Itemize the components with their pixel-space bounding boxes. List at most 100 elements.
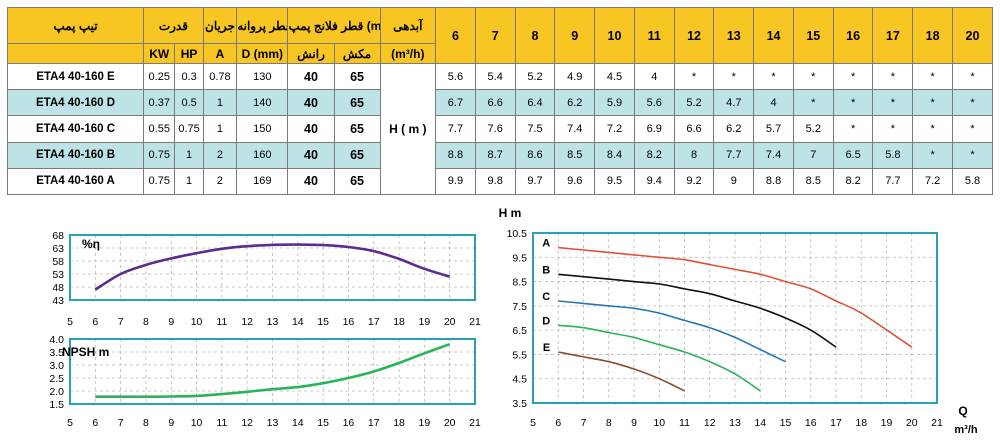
head-value-cell: * [912,62,953,91]
y-axis-label: H m [499,206,522,220]
head-value-cell: 9.5 [594,167,635,196]
head-value-cell: * [952,115,993,143]
series-line [558,351,685,392]
head-value-cell: 6.6 [673,115,715,143]
x-tick-label: 5 [530,417,536,429]
x-tick-label: 15 [780,417,792,429]
plot-frame [69,338,476,405]
head-value-cell: * [792,62,834,91]
head-value-cell: 5.2 [792,115,834,143]
x-tick-label: 18 [393,316,405,328]
x-tick-label: 21 [469,316,481,328]
y-tick-label: 10.5 [507,228,528,240]
y-tick-label: 2.0 [49,386,64,398]
table-row: ETA4 40-160 B 0.75 1 2 160 40 65 8.8 8.7 8.6 8.5 8.… [6,141,993,169]
discharge-cell: 65 [333,141,381,169]
head-value-cell: 8.6 [514,141,556,169]
y-tick-label: 5.5 [512,349,527,361]
y-tick-label: 3.0 [49,360,64,372]
x-tick-label: 17 [830,417,842,429]
head-value-cell: 5.6 [435,62,476,91]
series-label: D [542,315,550,327]
head-value-cell: 5.9 [594,89,635,117]
x-tick-label: 6 [555,417,561,429]
suction-cell: 40 [287,167,335,196]
header-blank [6,43,145,64]
series-line [558,300,786,363]
x-tick-label: 10 [191,316,203,328]
header-flow-value: 13 [713,7,755,64]
head-value-cell: 9 [713,167,755,196]
series-label: A [542,238,550,250]
x-tick-label: 21 [469,417,481,429]
impeller-cell: 169 [236,167,289,196]
x-tick-label: 9 [168,316,174,328]
x-tick-label: 11 [216,417,227,429]
head-value-cell: 7.2 [912,167,953,196]
head-value-cell: 7.4 [753,141,794,169]
chart-title: NPSH m [62,345,109,359]
header-flow-value: 7 [474,7,516,64]
x-tick-label: 14 [754,417,766,429]
x-tick-label: 13 [729,417,741,429]
hp-cell: 0.3 [174,62,204,91]
y-tick-label: 4.0 [49,334,64,346]
head-value-cell: 9.9 [435,167,476,196]
x-tick-label: 21 [931,417,943,429]
y-tick-label: 9.5 [512,252,527,264]
current-cell: 1 [202,89,238,117]
x-tick-label: 7 [581,417,587,429]
x-tick-label: 18 [393,417,405,429]
impeller-cell: 160 [236,141,289,169]
series-line [95,342,451,399]
x-tick-label: 13 [267,316,279,328]
x-tick-label: 9 [168,417,174,429]
header-flow-value: 6 [435,7,476,64]
series-line [558,324,761,392]
head-value-cell: 8.5 [792,167,834,196]
y-tick-label: 48 [52,282,64,294]
header-flow-unit: (m³/h) [379,43,437,64]
header-flow-value: 16 [832,7,874,64]
x-tick-label: 11 [216,316,227,328]
series-label: E [543,342,550,354]
x-tick-label: 9 [631,417,637,429]
x-tick-label: 8 [143,316,149,328]
hp-cell: 1 [174,167,204,196]
x-tick-label: 18 [855,417,867,429]
x-tick-label: 16 [805,417,817,429]
x-tick-label: 11 [679,417,690,429]
x-tick-label: 19 [419,316,431,328]
y-tick-label: 3.5 [512,398,527,410]
head-value-cell: 7.2 [594,115,635,143]
x-tick-label: 8 [143,417,149,429]
series-line [558,273,837,348]
y-tick-label: 68 [52,230,64,242]
header-flow-value: 14 [753,7,794,64]
head-value-cell: 5.6 [633,89,675,117]
head-value-cell: 8.2 [633,141,675,169]
head-value-cell: 5.8 [952,167,993,196]
header-flow-value: 15 [792,7,834,64]
head-value-cell: 7 [792,141,834,169]
y-tick-label: 2.5 [49,373,64,385]
series-label: B [542,264,550,276]
header-suction: رانش [287,43,335,64]
head-value-cell: * [832,62,874,91]
impeller-cell: 130 [236,62,289,91]
head-value-cell: * [792,89,834,117]
discharge-cell: 65 [333,167,381,196]
head-value-cell: 6.6 [474,89,516,117]
current-cell: 1 [202,115,238,143]
head-value-cell: 7.7 [872,167,914,196]
header-impeller-diameter: قطر پروانه [236,7,289,44]
hp-cell: 0.5 [174,89,204,117]
x-tick-label: 19 [881,417,893,429]
current-cell: 2 [202,167,238,196]
table-row: ETA4 40-160 A 0.75 1 2 169 40 65 9.9 9.8 9.7 9.6 9.… [6,167,993,196]
model-name: ETA4 40-160 B [6,141,145,169]
x-tick-label: 8 [606,417,612,429]
current-cell: 0.78 [202,62,238,91]
header-flow-value: 18 [912,7,953,64]
